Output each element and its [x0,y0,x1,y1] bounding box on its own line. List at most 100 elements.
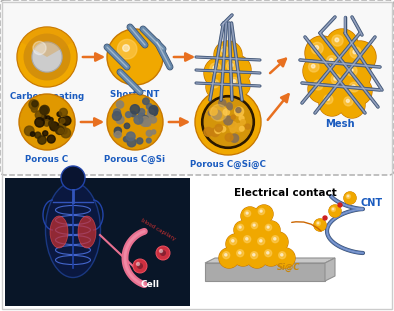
Circle shape [306,37,338,69]
Ellipse shape [45,183,100,277]
Circle shape [240,233,260,252]
Circle shape [20,95,74,149]
Circle shape [344,77,372,105]
Circle shape [324,95,333,104]
Circle shape [253,224,255,226]
Circle shape [147,109,154,116]
Circle shape [61,128,71,138]
Circle shape [210,104,227,121]
Circle shape [326,29,358,61]
Circle shape [340,93,364,117]
Circle shape [268,233,288,252]
Circle shape [160,250,166,256]
Circle shape [32,106,37,112]
Circle shape [342,61,370,89]
Circle shape [215,42,241,68]
Circle shape [233,246,253,266]
Circle shape [262,221,280,239]
Circle shape [249,220,266,237]
Circle shape [260,239,262,242]
Circle shape [40,107,48,114]
Circle shape [210,63,221,74]
Circle shape [246,212,248,214]
Circle shape [219,46,229,56]
Circle shape [229,122,237,130]
Text: Electrical contact: Electrical contact [234,188,336,198]
Circle shape [210,79,219,88]
Circle shape [338,203,342,207]
Circle shape [144,119,151,126]
Circle shape [255,206,273,223]
Circle shape [150,107,158,114]
Bar [5,178,190,306]
Circle shape [241,120,245,124]
Circle shape [139,118,145,123]
Circle shape [308,75,336,103]
Circle shape [222,56,250,84]
Circle shape [123,137,129,142]
Circle shape [156,246,170,260]
Circle shape [230,77,239,86]
Circle shape [48,118,53,122]
Circle shape [333,208,334,210]
Circle shape [47,135,55,143]
Circle shape [61,166,85,190]
Circle shape [239,226,241,228]
Circle shape [33,41,46,55]
Circle shape [219,248,238,267]
Circle shape [59,118,63,122]
Circle shape [331,74,341,84]
Circle shape [275,248,295,268]
Circle shape [268,232,288,252]
Circle shape [341,60,371,90]
Circle shape [317,222,319,224]
Circle shape [273,238,276,240]
Circle shape [222,49,225,52]
Circle shape [24,126,34,136]
Circle shape [146,130,152,136]
Circle shape [320,91,344,115]
Circle shape [143,98,149,104]
Circle shape [237,250,244,257]
Circle shape [221,55,251,85]
Circle shape [35,132,41,138]
Circle shape [30,132,35,136]
Circle shape [345,78,371,104]
Circle shape [267,226,269,228]
Circle shape [345,42,375,72]
Circle shape [147,104,152,109]
Circle shape [326,69,354,97]
Circle shape [114,127,121,134]
Circle shape [244,236,251,243]
Circle shape [212,110,221,119]
Circle shape [267,252,269,254]
Circle shape [204,98,252,146]
Circle shape [133,259,147,273]
Circle shape [43,131,48,136]
Circle shape [247,248,267,268]
Circle shape [245,124,250,129]
Circle shape [233,80,236,83]
Circle shape [227,103,232,109]
Circle shape [316,221,320,225]
Circle shape [346,99,349,102]
Circle shape [19,94,75,150]
Circle shape [215,124,223,132]
Circle shape [241,207,259,225]
Circle shape [262,247,281,266]
Text: blood capilary: blood capilary [140,218,176,242]
Circle shape [327,30,357,60]
Circle shape [35,111,44,119]
Circle shape [112,112,121,120]
Circle shape [331,207,335,211]
Circle shape [332,35,343,46]
Circle shape [215,128,221,133]
Circle shape [58,128,64,134]
Circle shape [314,45,319,49]
Circle shape [247,248,266,267]
Text: Porous C@Si@C: Porous C@Si@C [190,160,266,169]
Text: Porous C@Si: Porous C@Si [104,155,165,164]
Circle shape [237,224,243,231]
Circle shape [349,68,353,72]
Circle shape [251,222,258,229]
